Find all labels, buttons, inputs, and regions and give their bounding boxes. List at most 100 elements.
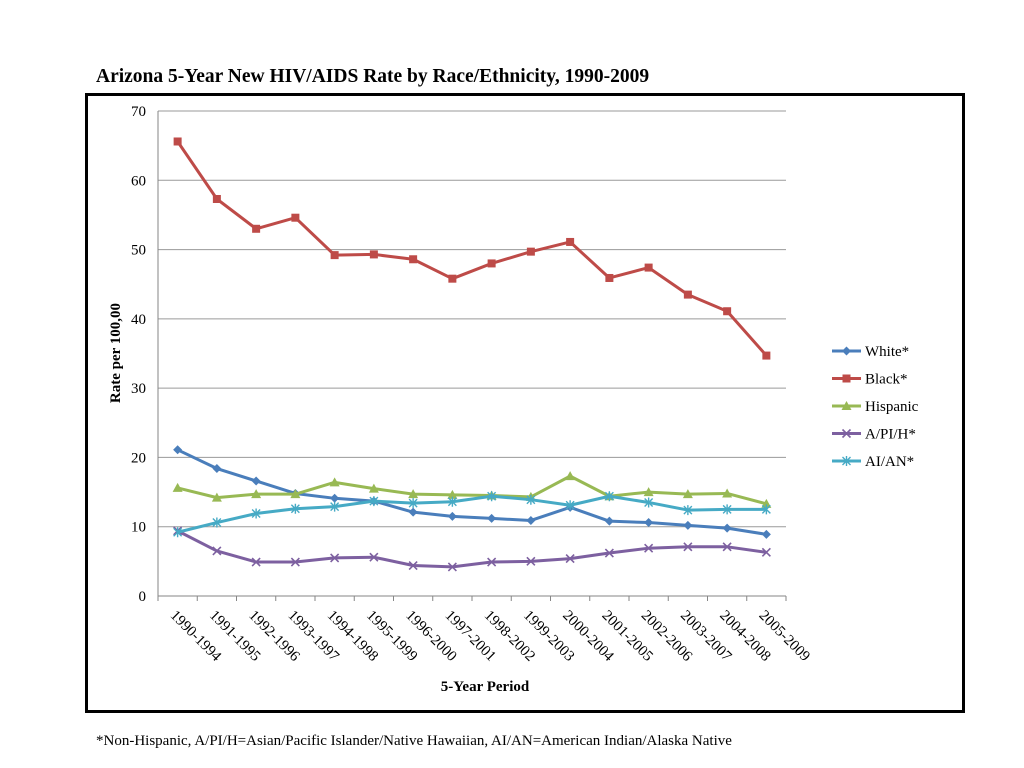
data-point [330,493,340,503]
data-point [252,224,261,233]
data-point [408,498,418,509]
series-line-2 [177,474,767,506]
data-point [723,307,732,316]
data-point [526,556,536,566]
data-point [408,489,419,499]
series-line-3 [176,529,767,569]
legend-marker [842,456,851,466]
data-point [604,548,614,558]
series-line-1 [176,140,768,357]
legend-label: AI/AN* [865,454,914,470]
data-point [212,546,222,556]
y-tick-label: 30 [131,381,146,397]
data-point [211,492,222,502]
data-point [761,547,771,557]
data-point [291,213,300,222]
y-tick-label: 40 [131,312,146,328]
legend-label: White* [865,344,909,360]
data-point [487,491,497,502]
y-tick-label: 0 [139,589,147,605]
data-point [683,505,693,516]
data-point [722,542,732,552]
y-tick-label: 10 [131,520,146,536]
legend-label: Black* [865,372,908,388]
data-point [526,247,535,256]
data-point [762,351,771,360]
legend-marker [841,428,852,439]
data-point [565,554,575,564]
data-point [212,464,222,474]
data-point [565,500,575,511]
data-point [644,497,654,508]
data-point [447,511,457,521]
data-point [722,504,732,515]
data-point [409,255,418,264]
data-point [173,137,182,146]
data-point [761,529,771,539]
data-point [290,489,301,499]
data-point [526,515,536,525]
data-point [761,504,771,515]
legend-marker [842,346,851,356]
y-tick-label: 20 [131,450,146,466]
data-point [447,496,457,507]
footnote: *Non-Hispanic, A/PI/H=Asian/Pacific Isla… [96,733,732,749]
data-point [330,501,340,512]
data-point [290,503,300,514]
data-point [682,489,693,499]
data-point [448,274,457,283]
data-point [644,543,654,553]
series-line-4 [177,494,767,534]
data-point [173,445,183,455]
data-point [526,494,536,505]
data-point [683,290,692,299]
data-point [683,542,693,552]
y-axis-title: Rate per 100,00 [108,303,124,403]
data-point [644,263,653,272]
data-point [566,237,575,246]
data-point [251,508,261,519]
data-point [408,507,418,517]
data-point [330,251,339,260]
series-line-0 [176,448,767,536]
data-point [605,273,614,282]
data-point [722,488,733,498]
data-point [604,516,614,526]
data-point [644,518,654,528]
data-point [447,489,458,499]
legend-marker [841,401,852,410]
data-point [330,553,340,563]
data-point [761,498,772,508]
data-point [369,552,379,562]
data-point [212,194,221,203]
data-point [487,513,497,523]
data-point [173,527,183,538]
data-point [447,562,457,572]
data-point [251,557,261,567]
y-tick-label: 70 [131,104,146,120]
data-point [251,476,261,486]
data-point [643,487,654,497]
data-point [369,250,378,259]
data-point [290,557,300,567]
chart-title: Arizona 5-Year New HIV/AIDS Rate by Race… [96,66,650,87]
legend-label: A/PI/H* [865,427,916,443]
data-point [565,471,576,481]
data-point [251,489,262,499]
data-point [722,523,732,533]
data-point [368,483,379,493]
data-point [487,259,496,268]
data-point [408,560,418,571]
legend-label: Hispanic [865,399,919,415]
legend-marker [842,374,851,383]
data-point [172,482,183,492]
data-point [604,491,614,502]
data-point [212,517,222,528]
data-point [329,477,340,487]
y-tick-label: 50 [131,243,146,259]
data-point [369,496,379,507]
data-point [683,520,693,530]
y-tick-label: 60 [131,173,146,189]
data-point [487,557,497,567]
